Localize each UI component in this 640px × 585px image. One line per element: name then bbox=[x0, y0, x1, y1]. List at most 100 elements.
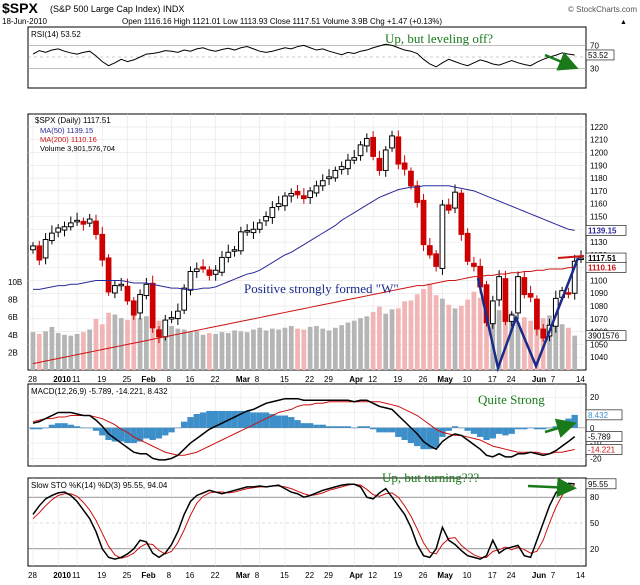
volume-bar bbox=[257, 327, 263, 370]
candle-body bbox=[275, 203, 282, 208]
volume-bar bbox=[572, 335, 578, 370]
x-tick-label: 22 bbox=[211, 375, 220, 384]
macd-histogram-bar bbox=[426, 427, 433, 450]
x-tick-label-bottom: 29 bbox=[324, 571, 333, 580]
macd-histogram-bar bbox=[508, 427, 515, 434]
candle-body bbox=[250, 228, 257, 234]
volume-bar bbox=[49, 326, 55, 370]
volume-bar bbox=[452, 308, 458, 370]
volume-bar bbox=[496, 310, 502, 370]
macd-histogram-bar bbox=[143, 427, 150, 439]
volume-bar bbox=[484, 304, 489, 370]
ma200-last-value-box bbox=[585, 262, 627, 273]
volume-bar bbox=[528, 320, 533, 370]
volume-bar bbox=[471, 291, 477, 370]
candle-body bbox=[578, 257, 584, 261]
candle-body bbox=[118, 283, 125, 287]
rsi-tick-label: 70 bbox=[590, 41, 599, 50]
macd-histogram-bar bbox=[533, 427, 541, 430]
volume-bar bbox=[383, 313, 389, 370]
candle-body bbox=[74, 219, 80, 223]
macd-histogram-bar bbox=[470, 427, 478, 434]
x-tick-label-bottom: Feb bbox=[141, 571, 155, 580]
volume-bar bbox=[307, 326, 313, 370]
volume-bar bbox=[446, 304, 452, 370]
volume-bar bbox=[377, 306, 382, 370]
ma50-last-value: 1139.15 bbox=[588, 226, 617, 235]
x-tick-label: 11 bbox=[72, 375, 81, 384]
volume-bar bbox=[458, 305, 464, 370]
volume-bar bbox=[509, 312, 515, 370]
macd-histogram-bar bbox=[48, 424, 56, 428]
ma50-line bbox=[33, 185, 575, 290]
volume-bar bbox=[194, 331, 200, 370]
macd-histogram-bar bbox=[401, 427, 408, 440]
macd-histogram-bar bbox=[338, 426, 345, 428]
macd-histogram-bar bbox=[244, 410, 251, 428]
candle-body bbox=[376, 157, 383, 171]
candle-body bbox=[363, 137, 370, 147]
volume-bar bbox=[370, 311, 376, 370]
candle-body bbox=[345, 159, 351, 170]
volume-bar bbox=[207, 333, 212, 370]
candle-body bbox=[156, 329, 162, 338]
price-tick-label: 1210 bbox=[590, 136, 608, 145]
macd-histogram-bar bbox=[206, 410, 213, 428]
macd-histogram-bar bbox=[546, 427, 553, 429]
x-tick-label: May bbox=[437, 375, 453, 384]
volume-bar bbox=[465, 299, 470, 370]
macd-histogram-bar bbox=[130, 427, 137, 444]
price-tick-label: 1050 bbox=[590, 340, 608, 349]
macd-histogram-bar bbox=[199, 412, 207, 428]
x-tick-label: 17 bbox=[488, 375, 497, 384]
volume-bar bbox=[339, 325, 345, 370]
macd-histogram-bar bbox=[111, 427, 119, 442]
volume-bar bbox=[244, 332, 250, 370]
x-tick-label: 29 bbox=[324, 375, 333, 384]
candle-body bbox=[219, 256, 225, 273]
sto-legend: Slow STO %K(14) %D(3) 95.55, 94.04 bbox=[31, 481, 168, 490]
macd-tick-label: -20 bbox=[590, 454, 602, 463]
candle-body bbox=[370, 136, 376, 157]
macd-histogram-bar bbox=[124, 427, 131, 444]
volume-bar bbox=[433, 295, 439, 370]
macd-hist-last-value: 8.432 bbox=[588, 411, 609, 420]
volume-bar bbox=[162, 321, 168, 370]
x-tick-label: 24 bbox=[507, 375, 516, 384]
x-tick-label-bottom: 8 bbox=[167, 571, 172, 580]
volume-bar bbox=[332, 327, 338, 370]
volume-bar bbox=[263, 330, 269, 370]
price-tick-label: 1180 bbox=[590, 174, 608, 183]
volume-bar bbox=[106, 312, 111, 370]
volume-bar bbox=[288, 326, 294, 370]
x-tick-label: 7 bbox=[551, 375, 556, 384]
volume-last-box bbox=[585, 330, 627, 341]
volume-bar bbox=[414, 294, 420, 370]
x-tick-label: 8 bbox=[167, 375, 172, 384]
macd-legend: MACD(12,26,9) -5.789, -14.221, 8.432 bbox=[31, 387, 168, 396]
macd-histogram-bar bbox=[250, 412, 257, 428]
macd-signal-last-value-box bbox=[585, 444, 623, 455]
sto-panel bbox=[27, 477, 587, 567]
rsi-last-value: 53.52 bbox=[588, 51, 609, 60]
macd-histogram-bar bbox=[181, 421, 188, 428]
volume-bar bbox=[326, 330, 332, 370]
macd-histogram-bar bbox=[73, 426, 81, 428]
candle-body bbox=[193, 268, 200, 273]
candle-body bbox=[489, 300, 496, 325]
price-tick-label: 1090 bbox=[590, 289, 608, 298]
volume-bar bbox=[93, 318, 99, 370]
candle-body bbox=[86, 218, 93, 224]
volume-bar bbox=[62, 334, 67, 370]
macd-histogram-bar bbox=[357, 426, 364, 428]
macd-histogram-bar bbox=[307, 423, 314, 428]
candle-body bbox=[256, 222, 263, 230]
x-tick-label-bottom: 7 bbox=[551, 571, 556, 580]
macd-histogram-bar bbox=[489, 427, 496, 439]
candle-body bbox=[231, 249, 238, 252]
macd-line bbox=[32, 397, 576, 461]
macd-last-value-box bbox=[585, 431, 623, 442]
candle-body bbox=[263, 215, 269, 222]
ma200-last-value: 1110.16 bbox=[588, 263, 617, 272]
price-tick-label: 1200 bbox=[590, 149, 608, 158]
